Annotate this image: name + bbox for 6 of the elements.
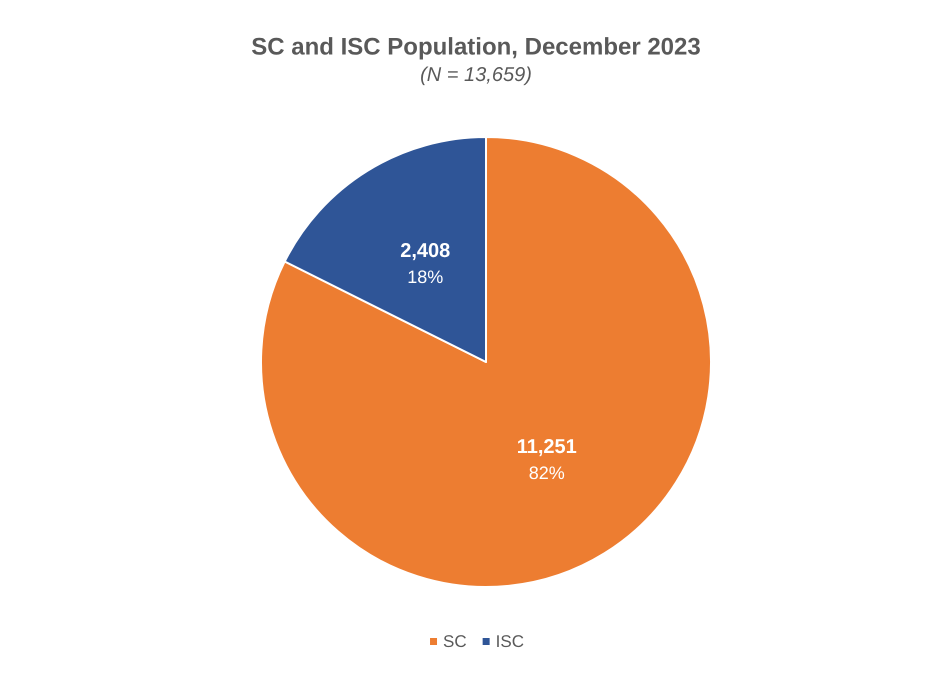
legend-label: SC xyxy=(443,632,467,651)
chart-subtitle: (N = 13,659) xyxy=(420,64,532,86)
chart-title: SC and ISC Population, December 2023 xyxy=(251,34,701,60)
legend-label: ISC xyxy=(496,632,524,651)
data-label: 2,408 18% xyxy=(400,240,450,287)
data-label: 11,251 82% xyxy=(516,436,577,484)
